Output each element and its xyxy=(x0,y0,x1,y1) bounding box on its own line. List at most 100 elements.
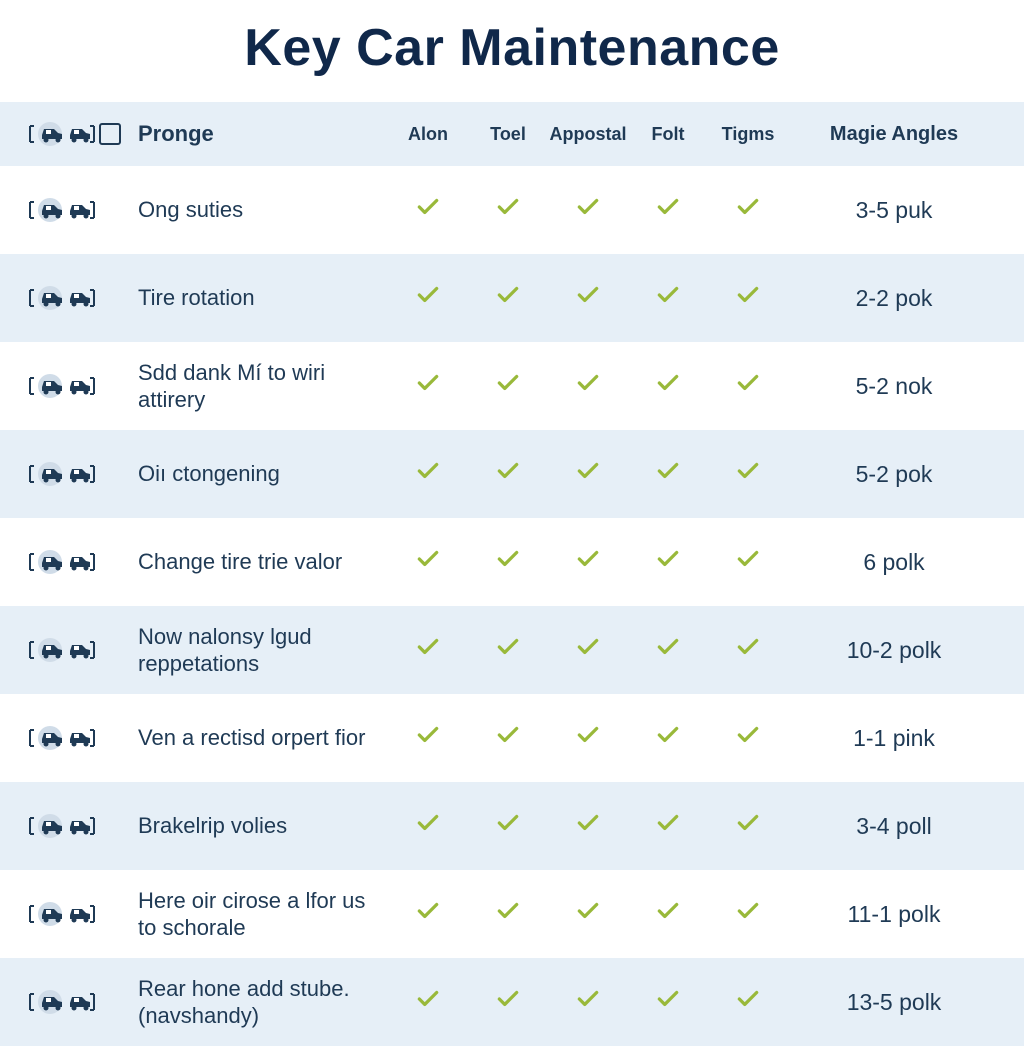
row-check xyxy=(548,634,628,666)
row-check xyxy=(468,282,548,314)
car-icon xyxy=(28,116,124,152)
row-label: Ong suties xyxy=(138,196,388,224)
check-icon xyxy=(415,458,441,490)
check-icon xyxy=(415,986,441,1018)
row-check xyxy=(548,546,628,578)
row-label: Rear hone add stube. (navshandy) xyxy=(138,975,388,1030)
row-check xyxy=(628,810,708,842)
row-check xyxy=(628,722,708,754)
row-label: Ven a rectisd orpert fior xyxy=(138,724,388,752)
row-label: Brakelrip volies xyxy=(138,812,388,840)
header-label: Pronge xyxy=(138,120,388,148)
check-icon xyxy=(735,722,761,754)
row-check xyxy=(708,898,788,930)
header-icon-cell xyxy=(28,116,138,152)
check-icon xyxy=(655,194,681,226)
row-icon-cell xyxy=(28,720,138,756)
car-icon xyxy=(28,368,124,404)
check-icon xyxy=(415,634,441,666)
check-icon xyxy=(495,722,521,754)
table-row: Ong suties 3-5 puk xyxy=(0,166,1024,254)
row-check xyxy=(548,370,628,402)
row-check xyxy=(468,546,548,578)
check-icon xyxy=(495,370,521,402)
check-icon xyxy=(495,458,521,490)
car-icon xyxy=(28,280,124,316)
check-icon xyxy=(415,898,441,930)
check-icon xyxy=(495,986,521,1018)
row-check xyxy=(468,810,548,842)
row-check xyxy=(628,458,708,490)
row-check xyxy=(388,634,468,666)
check-icon xyxy=(655,458,681,490)
row-check xyxy=(628,282,708,314)
check-icon xyxy=(495,634,521,666)
row-value: 13-5 polk xyxy=(788,989,1000,1016)
header-col-3: Appostal xyxy=(548,124,628,145)
check-icon xyxy=(655,546,681,578)
car-icon xyxy=(28,720,124,756)
car-icon xyxy=(28,984,124,1020)
row-check xyxy=(388,722,468,754)
row-check xyxy=(628,370,708,402)
row-check xyxy=(468,194,548,226)
table-row: Oiı ctongening5-2 pok xyxy=(0,430,1024,518)
row-check xyxy=(708,370,788,402)
row-check xyxy=(628,634,708,666)
check-icon xyxy=(575,634,601,666)
car-icon xyxy=(28,808,124,844)
check-icon xyxy=(655,634,681,666)
check-icon xyxy=(415,370,441,402)
check-icon xyxy=(735,282,761,314)
car-icon xyxy=(28,896,124,932)
check-icon xyxy=(415,722,441,754)
row-check xyxy=(708,986,788,1018)
row-check xyxy=(388,898,468,930)
row-label: Now nalonsy lgud reppetations xyxy=(138,623,388,678)
check-icon xyxy=(415,810,441,842)
check-icon xyxy=(415,282,441,314)
table-row: Tire rotation2-2 pok xyxy=(0,254,1024,342)
row-icon-cell xyxy=(28,192,138,228)
check-icon xyxy=(735,546,761,578)
check-icon xyxy=(495,898,521,930)
check-icon xyxy=(735,458,761,490)
table-row: Change tire trie valor 6 polk xyxy=(0,518,1024,606)
row-check xyxy=(708,282,788,314)
row-check xyxy=(628,898,708,930)
row-value: 5-2 pok xyxy=(788,461,1000,488)
car-icon xyxy=(28,632,124,668)
row-check xyxy=(708,546,788,578)
row-value: 5-2 nok xyxy=(788,373,1000,400)
row-icon-cell xyxy=(28,544,138,580)
table-row: Here oir cirose a lfor us to schorale11-… xyxy=(0,870,1024,958)
row-check xyxy=(548,458,628,490)
row-label: Change tire trie valor xyxy=(138,548,388,576)
check-icon xyxy=(655,810,681,842)
check-icon xyxy=(575,370,601,402)
check-icon xyxy=(575,986,601,1018)
header-value: Magie Angles xyxy=(788,123,1000,146)
row-check xyxy=(468,986,548,1018)
row-value: 3-4 poll xyxy=(788,813,1000,840)
row-icon-cell xyxy=(28,632,138,668)
row-icon-cell xyxy=(28,368,138,404)
check-icon xyxy=(575,898,601,930)
row-icon-cell xyxy=(28,808,138,844)
check-icon xyxy=(655,722,681,754)
row-value: 3-5 puk xyxy=(788,197,1000,224)
header-col-1: Alon xyxy=(388,124,468,145)
row-check xyxy=(468,898,548,930)
table-row: Sdd dank Mí to wiri attirery5-2 nok xyxy=(0,342,1024,430)
header-col-5: Tigms xyxy=(708,124,788,145)
row-check xyxy=(548,810,628,842)
check-icon xyxy=(495,282,521,314)
row-value: 2-2 pok xyxy=(788,285,1000,312)
check-icon xyxy=(735,986,761,1018)
row-value: 6 polk xyxy=(788,549,1000,576)
check-icon xyxy=(735,898,761,930)
row-check xyxy=(388,282,468,314)
row-check xyxy=(628,546,708,578)
car-icon xyxy=(28,192,124,228)
check-icon xyxy=(735,634,761,666)
